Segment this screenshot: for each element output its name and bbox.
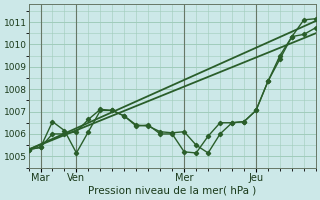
X-axis label: Pression niveau de la mer( hPa ): Pression niveau de la mer( hPa ) [88, 186, 256, 196]
